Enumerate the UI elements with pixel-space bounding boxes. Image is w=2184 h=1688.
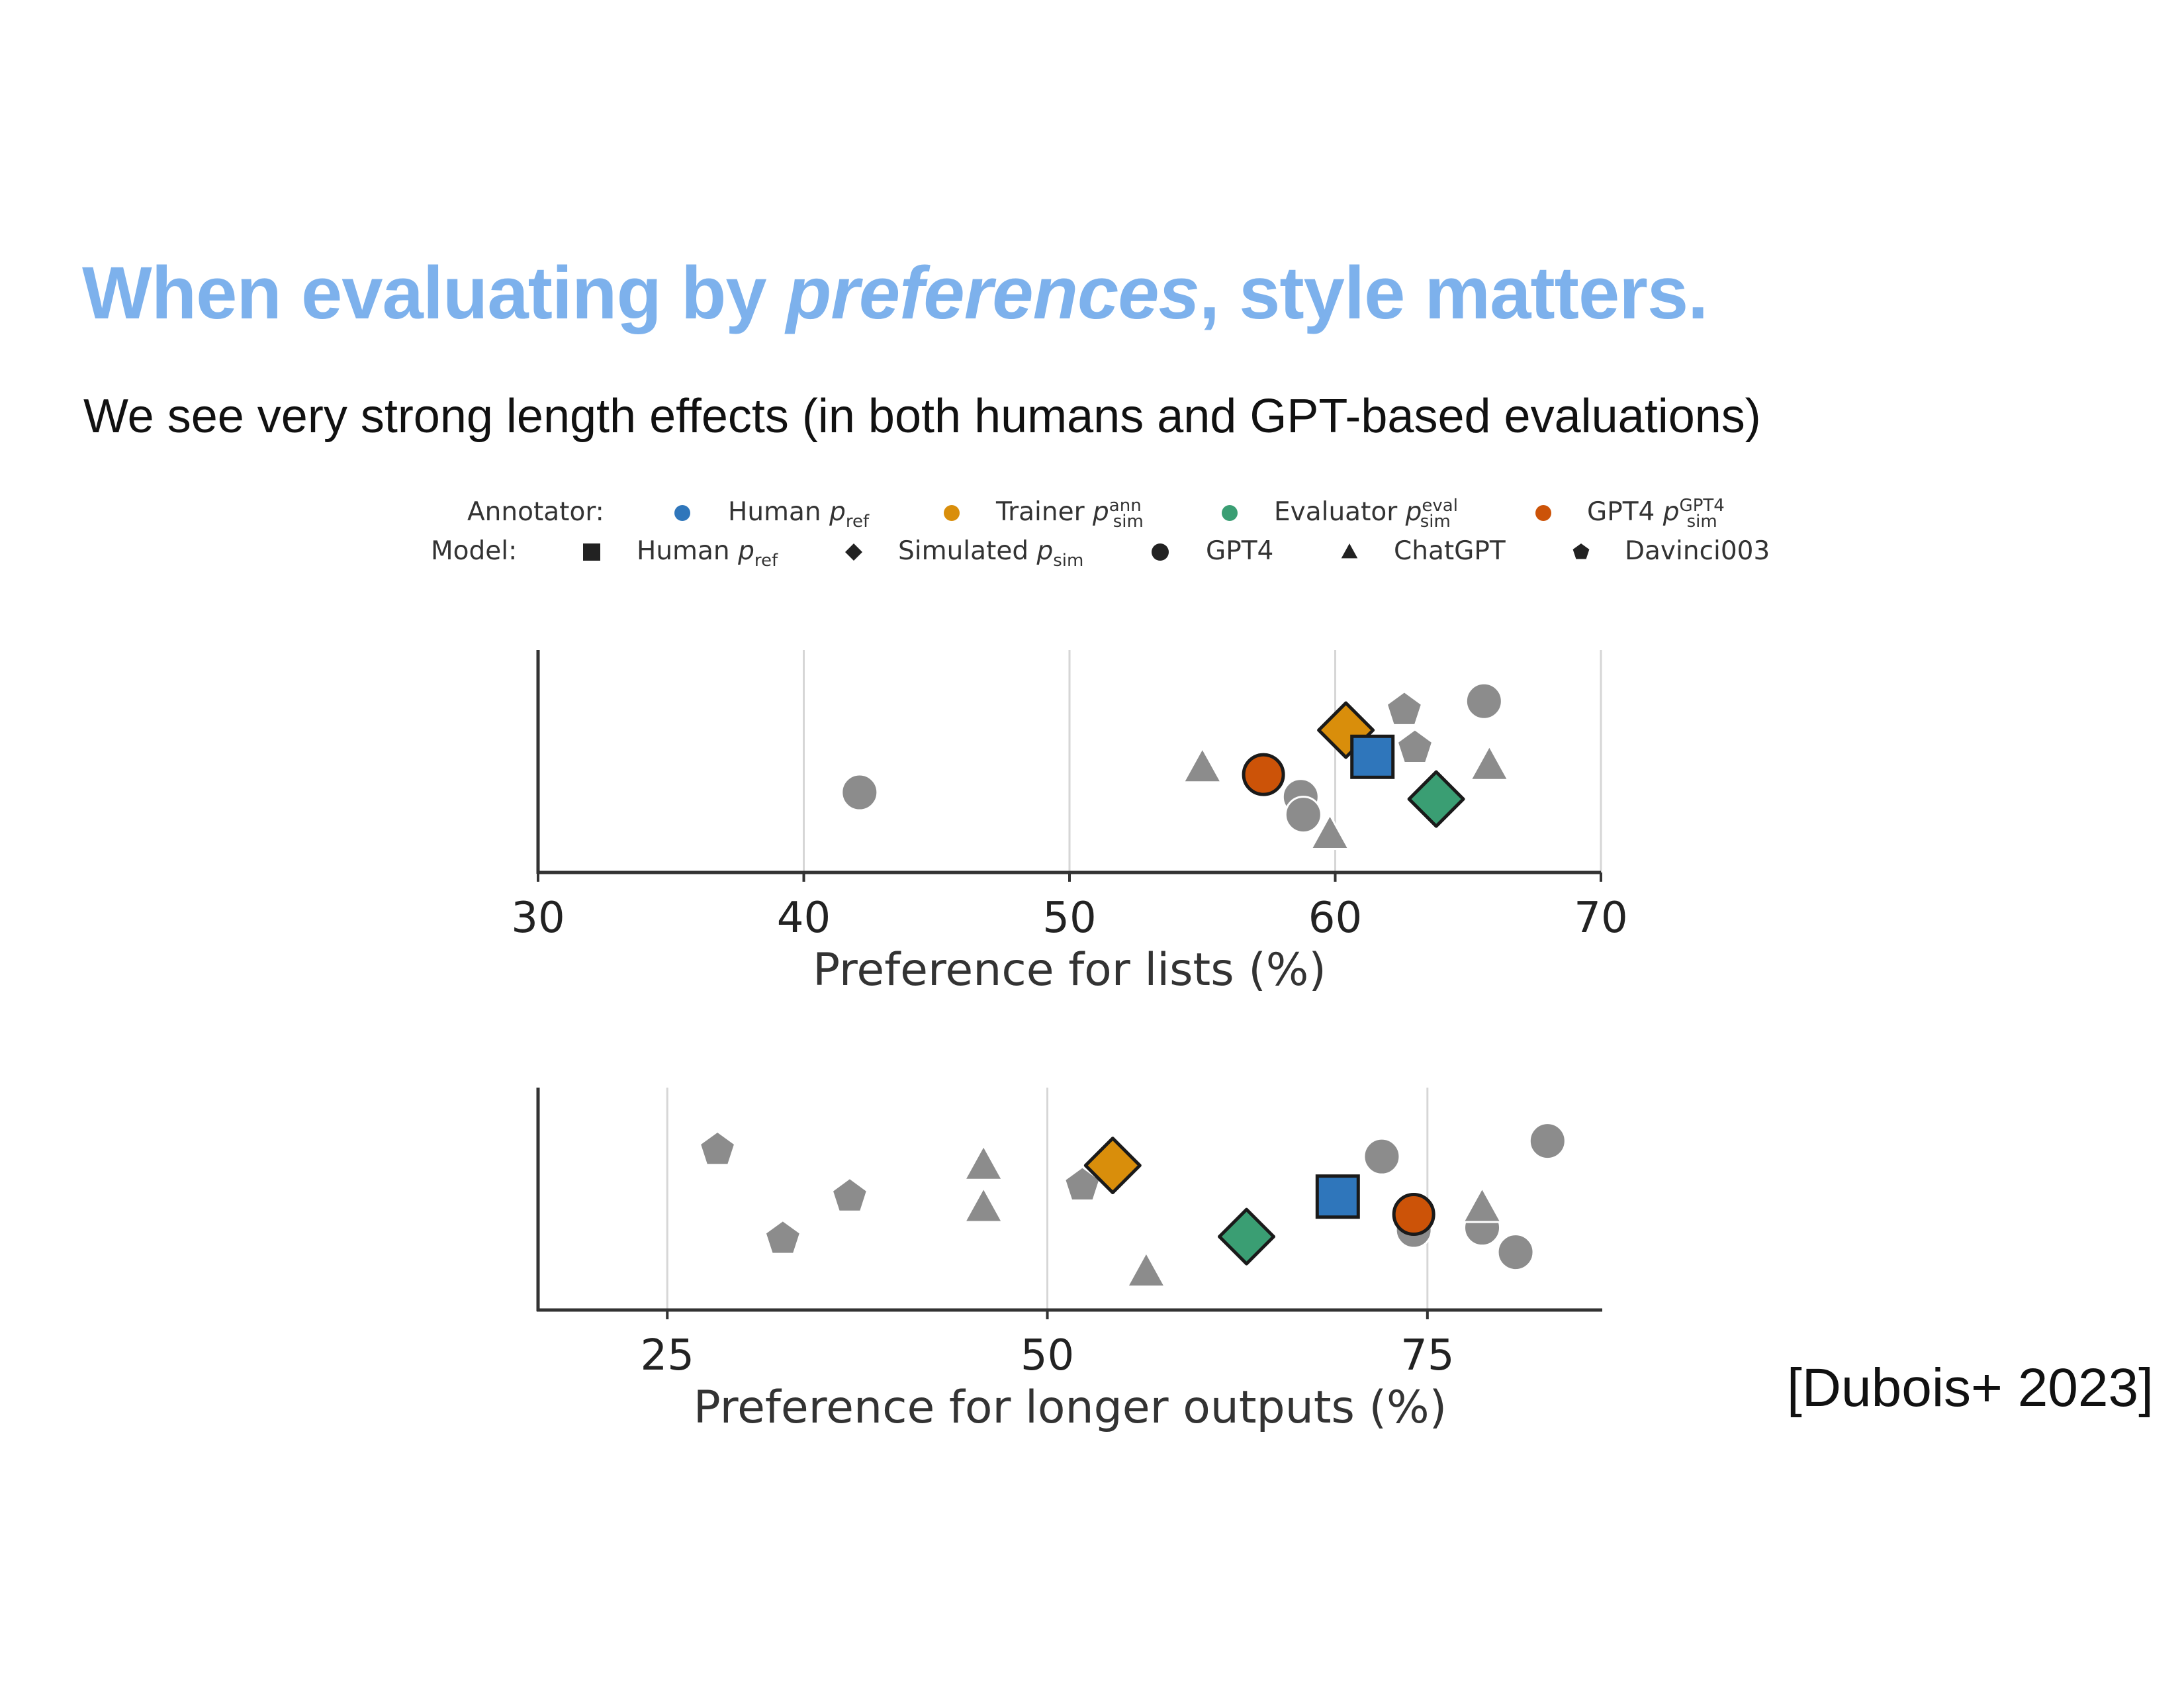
legend-model-simulated-icon bbox=[845, 543, 862, 561]
x-tick-label: 40 bbox=[777, 894, 831, 943]
point-triangle-gray bbox=[1462, 1186, 1502, 1223]
point-square-human bbox=[1315, 1174, 1360, 1219]
plot-lists: 30 40 50 60 70 Preference for lists (%) bbox=[511, 650, 1628, 996]
x-tick-label: 75 bbox=[1400, 1331, 1454, 1380]
legend-model-human-label: Human pref bbox=[637, 536, 778, 571]
legend-annotator-gpt4-icon bbox=[1535, 505, 1551, 521]
x-tick-label: 70 bbox=[1574, 894, 1627, 943]
point-square-human bbox=[1350, 734, 1395, 779]
legend-annotator-human-label: Human pref bbox=[728, 497, 870, 532]
legend-annotator-trainer-icon bbox=[944, 505, 960, 521]
x-axis-label: Preference for lists (%) bbox=[813, 944, 1326, 996]
point-triangle-gray bbox=[964, 1186, 1004, 1223]
point-triangle-gray bbox=[1310, 814, 1350, 850]
point-circle-gray bbox=[1363, 1137, 1401, 1176]
legend-model-chatgpt-icon bbox=[1341, 543, 1358, 559]
slide-title: When evaluating by preferences, style ma… bbox=[82, 250, 1708, 336]
point-diamond-evaluator bbox=[1407, 770, 1465, 828]
legend-model-gpt4-icon bbox=[1152, 543, 1169, 561]
point-diamond-trainer bbox=[1317, 701, 1375, 759]
point-triangle-gray bbox=[1469, 745, 1510, 781]
point-circle-gpt4 bbox=[1242, 753, 1285, 796]
legend-annotator-evaluator-label: Evaluator peval sim bbox=[1274, 496, 1458, 532]
legend-model-human-icon bbox=[583, 543, 600, 561]
title-prefix: When evaluating by bbox=[82, 252, 786, 334]
point-triangle-gray bbox=[1126, 1251, 1166, 1288]
point-diamond-evaluator bbox=[1218, 1207, 1275, 1266]
point-pentagon-gray bbox=[1396, 728, 1434, 764]
point-circle-gpt4 bbox=[1392, 1193, 1435, 1237]
point-triangle-gray bbox=[964, 1145, 1004, 1181]
legend-annotator-gpt4-label: GPT4 pGPT4 sim bbox=[1587, 496, 1725, 532]
point-circle-gray bbox=[1284, 796, 1322, 834]
legend-model-simulated-label: Simulated psim bbox=[898, 536, 1083, 571]
legend-annotator-human-icon bbox=[674, 505, 690, 521]
legend-model-chatgpt-label: ChatGPT bbox=[1394, 536, 1506, 566]
point-circle-gray bbox=[1528, 1122, 1567, 1160]
x-tick-label: 60 bbox=[1308, 894, 1362, 943]
legend-model-label: Model: bbox=[431, 536, 517, 566]
x-tick-label: 30 bbox=[511, 894, 565, 943]
legend-model-davinci-label: Davinci003 bbox=[1625, 536, 1770, 566]
point-diamond-trainer bbox=[1083, 1137, 1142, 1195]
x-axis-label: Preference for longer outputs (%) bbox=[694, 1382, 1447, 1434]
point-pentagon-gray bbox=[698, 1130, 737, 1166]
legend-annotator-trainer-label: Trainer pann sim bbox=[995, 496, 1144, 532]
citation: [Dubois+ 2023] bbox=[1787, 1358, 2154, 1418]
slide-subtitle: We see very strong length effects (in bo… bbox=[83, 390, 1761, 443]
x-tick-label: 25 bbox=[641, 1331, 694, 1380]
legend-annotator-evaluator-icon bbox=[1222, 505, 1238, 521]
point-pentagon-gray bbox=[764, 1219, 801, 1255]
point-circle-gray bbox=[1465, 682, 1503, 720]
legend-model-gpt4-label: GPT4 bbox=[1206, 536, 1273, 566]
title-suffix: , style matters. bbox=[1199, 252, 1708, 334]
point-pentagon-gray bbox=[1385, 690, 1423, 726]
point-triangle-gray bbox=[1182, 747, 1222, 784]
legend-annotator-label: Annotator: bbox=[467, 497, 604, 527]
legend: Annotator: Model: Human pref Trainer pann si… bbox=[431, 496, 1770, 571]
point-circle-gray bbox=[1496, 1233, 1535, 1272]
point-circle-gray bbox=[841, 773, 879, 812]
x-tick-label: 50 bbox=[1021, 1331, 1074, 1380]
x-tick-label: 50 bbox=[1042, 894, 1096, 943]
title-emphasis: preferences bbox=[786, 252, 1200, 334]
legend-model-davinci-icon bbox=[1572, 543, 1590, 559]
point-pentagon-gray bbox=[831, 1177, 868, 1213]
